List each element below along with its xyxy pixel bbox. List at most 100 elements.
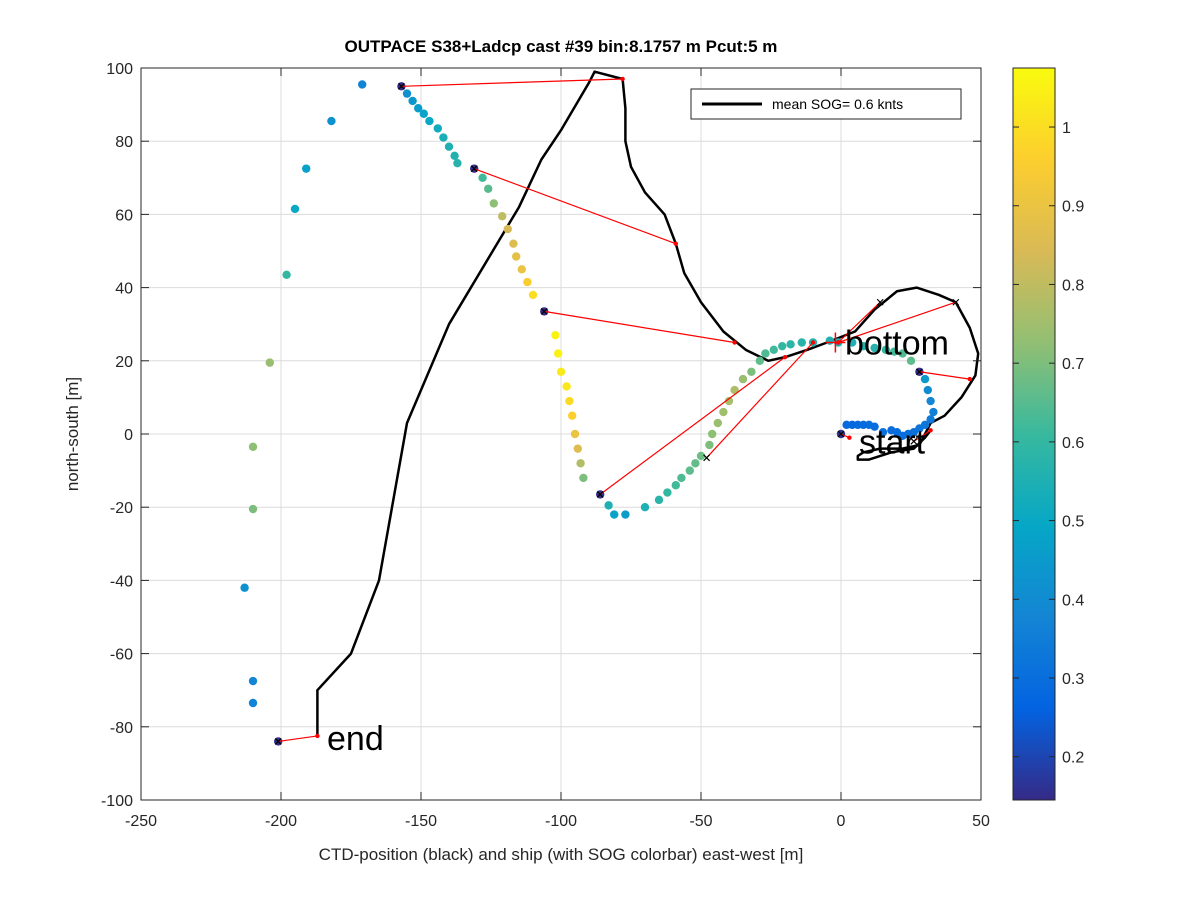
ship-sog-point — [576, 459, 585, 468]
ship-sog-point — [570, 429, 580, 439]
ship-sog-point — [610, 510, 619, 519]
colorbar-tick-label: 0.4 — [1062, 592, 1084, 609]
ctd-position-marker — [928, 428, 933, 433]
colorbar: 0.2 0.3 0.4 0.5 0.6 0.7 0.8 0.9 1 — [1012, 67, 1084, 801]
x-tick-label: -150 — [405, 813, 437, 830]
x-tick-label: -250 — [125, 813, 157, 830]
colorbar-gradient — [1012, 67, 1056, 801]
ship-sog-point — [881, 345, 890, 355]
ship-sog-point — [517, 265, 526, 274]
y-tick-label: 60 — [115, 207, 133, 224]
ship-sog-point — [568, 411, 577, 420]
legend: mean SOG= 0.6 knts — [690, 88, 962, 120]
ship-sog-point — [719, 407, 728, 417]
ship-ctd-connector — [544, 310, 735, 344]
ship-sog-point — [786, 340, 795, 349]
ship-sog-point — [523, 277, 532, 287]
y-tick-label: 0 — [124, 427, 133, 444]
ship-sog-point — [747, 367, 756, 376]
colorbar-ticks: 0.2 0.3 0.4 0.5 0.6 0.7 0.8 0.9 1 — [1013, 120, 1084, 767]
ship-sog-point — [327, 116, 336, 126]
ship-position-marker — [470, 165, 478, 173]
ship-sog-point — [248, 698, 258, 708]
ship-sog-point — [705, 440, 714, 450]
ship-sog-point — [248, 442, 258, 452]
ship-sog-point — [450, 151, 459, 161]
ship-ctd-connector — [913, 429, 931, 442]
y-tick-label: 20 — [115, 354, 133, 371]
ship-sog-point — [554, 349, 563, 358]
ship-sog-point — [579, 473, 588, 483]
ship-sog-point — [713, 418, 722, 428]
ship-sog-point — [778, 341, 787, 351]
ship-sog-point — [402, 89, 412, 98]
ship-sog-point — [478, 173, 487, 182]
ship-sog-point — [696, 451, 706, 461]
annotation-end: end — [327, 720, 384, 758]
y-tick-label: -20 — [110, 500, 133, 517]
x-tick-label: -50 — [689, 813, 712, 830]
ship-sog-point — [551, 330, 560, 340]
ship-sog-point — [708, 429, 717, 439]
ship-sog-point — [724, 396, 734, 406]
ship-sog-point — [265, 358, 274, 367]
ship-sog-point — [898, 349, 907, 358]
ship-position-marker — [703, 454, 711, 462]
ship-sog-point — [663, 488, 672, 497]
ship-ctd-connector — [706, 342, 814, 459]
ctd-position-marker — [967, 376, 972, 382]
ship-sog-point — [358, 80, 367, 89]
ship-sog-point — [512, 252, 521, 261]
ship-position-marker — [910, 437, 918, 445]
ship-sog-point — [859, 341, 868, 351]
ship-sog-point — [654, 495, 664, 505]
ship-sog-point — [425, 116, 434, 126]
ctd-position-marker — [732, 340, 737, 345]
ship-sog-point — [444, 142, 454, 151]
colorbar-tick-label: 1 — [1062, 120, 1071, 137]
ship-sog-point — [439, 133, 448, 142]
x-tick-label: -100 — [545, 813, 577, 830]
ship-sog-point — [489, 199, 498, 208]
y-tick-label: 80 — [115, 134, 133, 151]
colorbar-tick-label: 0.8 — [1062, 277, 1084, 294]
ship-ctd-connector — [838, 301, 956, 344]
ship-position-marker — [596, 490, 604, 498]
y-tick-label: -80 — [110, 720, 133, 737]
ship-sog-point — [528, 290, 538, 300]
ship-sog-point — [573, 444, 582, 453]
ship-sog-point — [825, 336, 834, 345]
ship-ctd-connector — [473, 168, 677, 245]
ship-sog-point — [433, 124, 442, 133]
ship-sog-point — [248, 504, 258, 514]
colorbar-tick-label: 0.9 — [1062, 199, 1084, 216]
ctd-position-marker — [782, 354, 788, 360]
x-tick-label: -200 — [265, 813, 297, 830]
ship-sog-point — [671, 481, 680, 490]
ctd-position-marker — [847, 435, 852, 440]
ctd-position-marker — [315, 733, 320, 739]
ship-sog-point — [562, 382, 571, 391]
colorbar-tick-label: 0.7 — [1062, 356, 1084, 373]
plot-layer: bottom start end — [240, 70, 980, 758]
ctd-track-line — [316, 70, 980, 736]
y-tick-label: -100 — [101, 793, 133, 810]
ship-sog-point — [920, 374, 930, 384]
ship-sog-point — [797, 338, 806, 347]
bottom-marker — [825, 332, 846, 353]
annotation-bottom: bottom — [845, 325, 949, 363]
ship-sog-point — [923, 385, 932, 395]
ship-ctd-connector — [837, 301, 881, 343]
ship-sog-point — [691, 459, 700, 468]
ship-sog-point — [290, 204, 300, 214]
ship-sog-point — [408, 96, 417, 106]
y-tick-label: -40 — [110, 573, 133, 590]
ship-sog-point — [621, 510, 630, 519]
ship-sog-point — [248, 676, 258, 686]
ship-position-marker — [915, 368, 923, 376]
ship-sog-point — [414, 104, 423, 113]
ship-sog-point — [929, 407, 938, 417]
ship-position-marker — [397, 82, 405, 90]
